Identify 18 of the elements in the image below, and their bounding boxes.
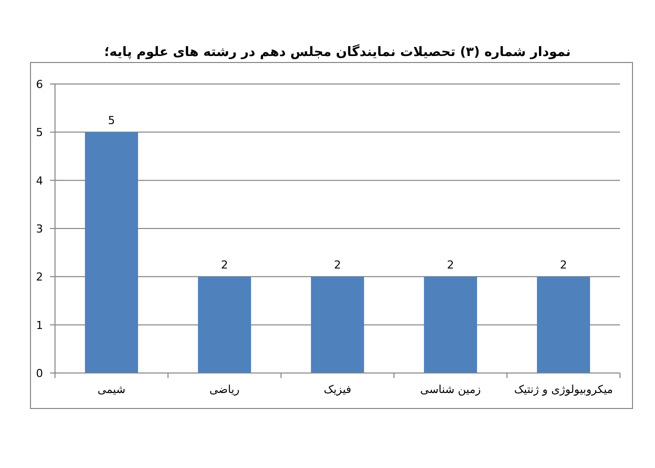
x-tick-label: ریاضی [209,383,240,396]
y-tick-label: 3 [36,222,43,236]
title: نمودار شماره (۳) تحصیلات نمایندگان مجلس دهم در رشته های علوم پایه؛ [104,45,571,60]
y-tick-label: 0 [36,367,43,380]
y-tick-label: 5 [36,126,43,140]
data-label: 2 [334,258,341,272]
y-tick-label: 6 [36,78,43,91]
data-label: 5 [108,114,115,128]
x-tick-label: فیزیک [324,383,352,396]
x-tick-label: شیمی [97,383,126,396]
data-label: 2 [447,258,454,272]
y-tick-label: 2 [36,270,43,284]
data-label: 2 [221,258,228,272]
y-tick-label: 4 [36,174,43,188]
data-label: 2 [560,258,567,272]
x-tick-label: میکروبیولوژی و ژنتیک [514,383,613,396]
x-tick-label: زمین شناسی [420,383,481,396]
y-tick-label: 1 [36,318,43,332]
